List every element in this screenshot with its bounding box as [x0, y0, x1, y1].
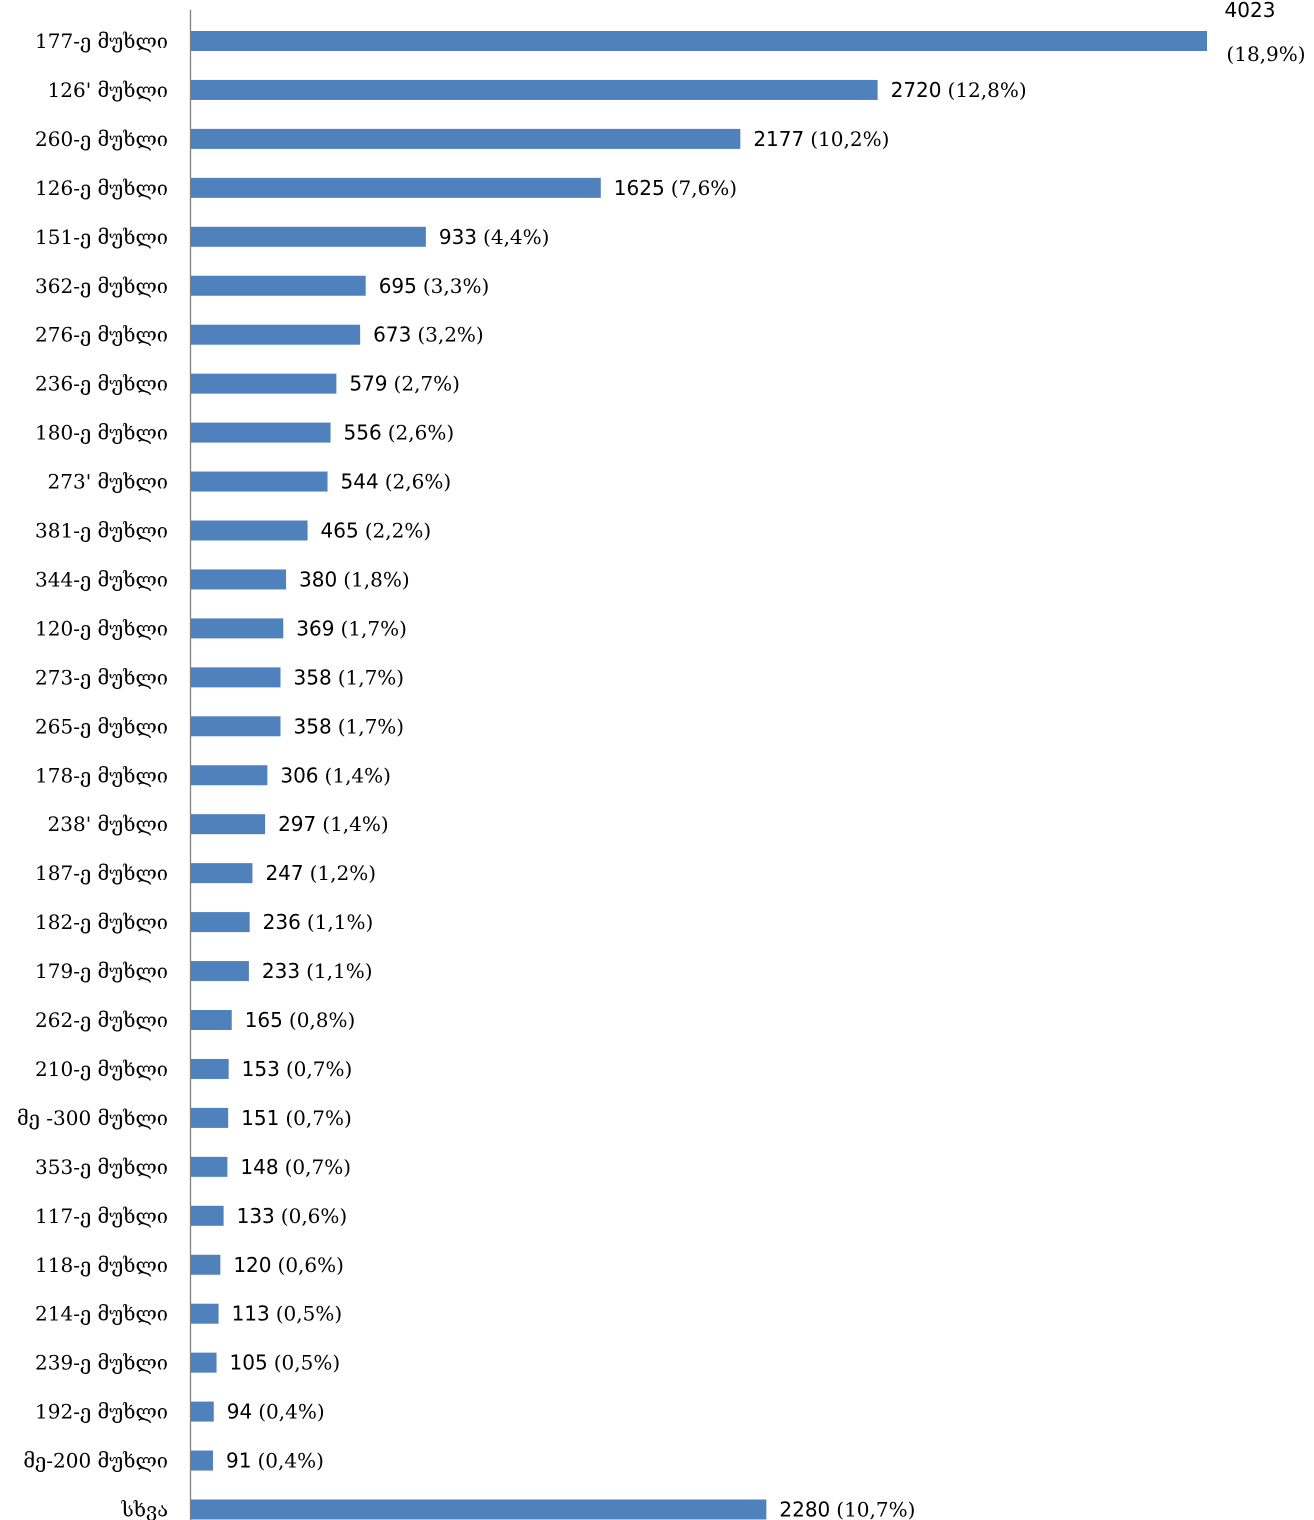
category-tick-label: 273-ე მუხლი	[35, 665, 168, 689]
bar	[190, 1450, 213, 1471]
category-tick-label: 273' მუხლი	[48, 470, 168, 494]
category-tick-label: 353-ე მუხლი	[35, 1155, 168, 1179]
bar	[190, 1205, 224, 1226]
category-tick-label: 151-ე მუხლი	[35, 225, 168, 249]
bar	[190, 31, 1207, 51]
category-tick-label: მე-200 მუხლი	[23, 1449, 168, 1473]
bar	[190, 275, 366, 296]
category-tick-label: 239-ე მუხლი	[35, 1351, 168, 1375]
data-label: 556 (2,6%)	[344, 421, 455, 445]
data-label-value: 4023	[1225, 0, 1276, 22]
category-tick-label: 126' მუხლი	[48, 78, 168, 102]
category-tick-label: 236-ე მუხლი	[35, 372, 168, 396]
bar	[190, 226, 426, 247]
data-label: 153 (0,7%)	[242, 1057, 353, 1081]
bar	[190, 961, 249, 982]
category-tick-label: 265-ე მუხლი	[35, 714, 168, 738]
data-label: 933 (4,4%)	[439, 225, 550, 249]
bar	[190, 324, 361, 345]
bar	[190, 1303, 219, 1324]
data-label: 91 (0,4%)	[226, 1449, 324, 1473]
bar	[190, 667, 281, 688]
data-label: 358 (1,7%)	[294, 665, 405, 689]
category-tick-label: 180-ე მუხლი	[35, 421, 168, 445]
category-tick-label: 117-ე მუხლი	[35, 1204, 168, 1228]
category-tick-label: 118-ე მუხლი	[35, 1253, 168, 1277]
category-tick-label: 260-ე მუხლი	[35, 127, 168, 151]
data-label: 247 (1,2%)	[265, 861, 376, 885]
category-tick-label: მე -300 მუხლი	[17, 1106, 168, 1130]
data-label: 695 (3,3%)	[379, 274, 490, 298]
data-label: 380 (1,8%)	[299, 567, 410, 591]
bar	[190, 912, 250, 933]
data-label: 165 (0,8%)	[245, 1008, 356, 1032]
category-tick-label: 192-ე მუხლი	[35, 1400, 168, 1424]
category-tick-label: 179-ე მუხლი	[35, 959, 168, 983]
bar	[190, 618, 284, 639]
data-label: 369 (1,7%)	[296, 616, 407, 640]
bar	[190, 1058, 229, 1079]
bar	[190, 128, 741, 149]
bar	[190, 177, 601, 198]
data-label: 236 (1,1%)	[263, 910, 374, 934]
data-label: 233 (1,1%)	[262, 959, 373, 983]
data-label: 1625 (7,6%)	[614, 176, 737, 200]
bar	[190, 520, 308, 541]
category-tick-label: 238' მუხლი	[48, 812, 168, 836]
category-tick-label: 120-ე მუხლი	[35, 616, 168, 640]
bar	[190, 814, 266, 835]
data-label: 358 (1,7%)	[294, 714, 405, 738]
data-label: 151 (0,7%)	[241, 1106, 352, 1130]
category-tick-label: 214-ე მუხლი	[35, 1302, 168, 1326]
bar	[190, 373, 337, 394]
bar	[190, 1499, 767, 1520]
bar	[190, 1401, 214, 1422]
data-label: 105 (0,5%)	[230, 1351, 341, 1375]
data-label: 306 (1,4%)	[280, 763, 391, 787]
bar	[190, 422, 331, 443]
category-tick-label: 210-ე მუხლი	[35, 1057, 168, 1081]
data-label: 148 (0,7%)	[240, 1155, 351, 1179]
data-label: 544 (2,6%)	[341, 470, 452, 494]
category-tick-label: 344-ე მუხლი	[35, 567, 168, 591]
data-label: 579 (2,7%)	[349, 372, 460, 396]
category-tick-label: 182-ე მუხლი	[35, 910, 168, 934]
category-tick-label: 187-ე მუხლი	[35, 861, 168, 885]
category-tick-label: 262-ე მუხლი	[35, 1008, 168, 1032]
data-label: 120 (0,6%)	[233, 1253, 344, 1277]
category-tick-label: 276-ე მუხლი	[35, 323, 168, 347]
data-label: 465 (2,2%)	[321, 519, 432, 543]
bar	[190, 1352, 217, 1373]
data-label: 94 (0,4%)	[227, 1400, 325, 1424]
data-label: 297 (1,4%)	[278, 812, 389, 836]
category-tick-label: 126-ე მუხლი	[35, 176, 168, 200]
data-label: 2280 (10,7%)	[779, 1498, 915, 1520]
category-tick-label: სხვა	[121, 1498, 168, 1520]
data-label: 2177 (10,2%)	[753, 127, 889, 151]
bar	[190, 1156, 228, 1177]
data-label: 113 (0,5%)	[232, 1302, 343, 1326]
data-label: 673 (3,2%)	[373, 323, 484, 347]
data-label: 2720 (12,8%)	[891, 78, 1027, 102]
category-tick-label: 362-ე მუხლი	[35, 274, 168, 298]
bar	[190, 716, 281, 737]
bar	[190, 863, 253, 884]
bar	[190, 1254, 221, 1275]
bar	[190, 1010, 232, 1030]
bar	[190, 569, 287, 590]
bar	[190, 471, 328, 492]
bar	[190, 765, 268, 786]
category-tick-label: 178-ე მუხლი	[35, 763, 168, 787]
data-label: 133 (0,6%)	[237, 1204, 348, 1228]
bar	[190, 1107, 229, 1128]
bar	[190, 79, 878, 100]
category-tick-label: 381-ე მუხლი	[35, 519, 168, 543]
data-label-percent: (18,9%)	[1226, 42, 1305, 66]
category-tick-label: 177-ე მუხლი	[35, 29, 168, 53]
